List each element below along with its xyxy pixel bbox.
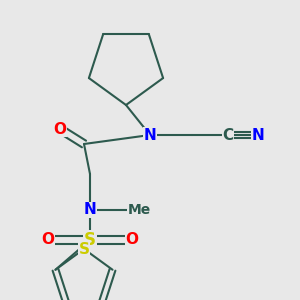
Text: N: N [144,128,156,142]
Text: O: O [125,232,139,247]
Text: N: N [84,202,96,217]
Text: Me: Me [128,203,151,217]
Text: S: S [79,242,89,256]
Text: N: N [252,128,264,142]
Text: O: O [53,122,67,136]
Text: O: O [41,232,55,247]
Text: S: S [84,231,96,249]
Text: C: C [222,128,234,142]
